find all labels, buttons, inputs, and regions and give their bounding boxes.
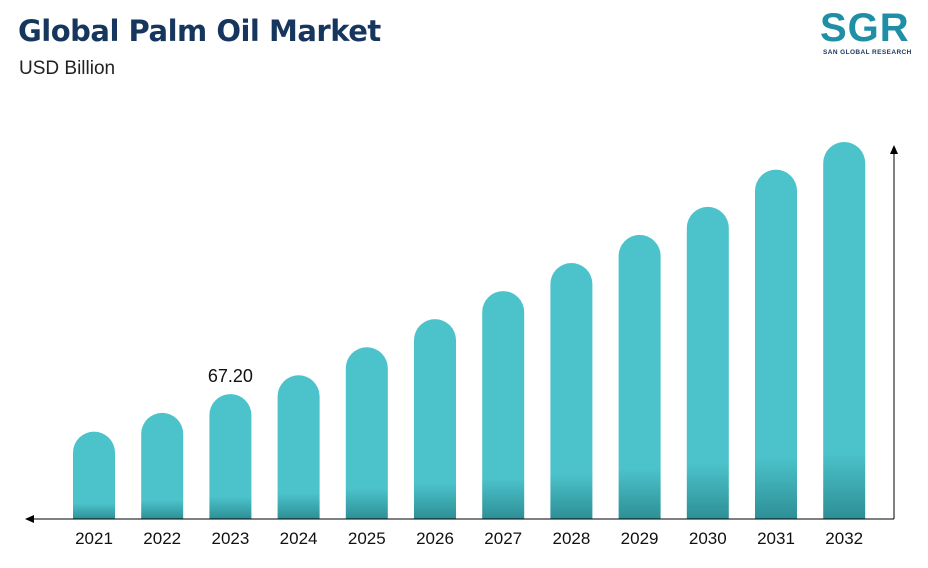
y-axis-arrow: [890, 145, 898, 154]
x-tick-label-2022: 2022: [143, 529, 181, 548]
x-tick-label-2023: 2023: [211, 529, 249, 548]
x-tick-label-2031: 2031: [757, 529, 795, 548]
chart-subtitle: USD Billion: [19, 58, 116, 79]
bar-2021: [73, 431, 115, 519]
x-tick-label-2021: 2021: [75, 529, 113, 548]
chart-title: Global Palm Oil Market: [18, 14, 381, 48]
bar-2025: [345, 347, 388, 519]
bar-2022: [141, 412, 184, 519]
x-tick-label-2028: 2028: [552, 529, 590, 548]
bar-2024: [277, 375, 320, 519]
bars-group: [73, 141, 866, 519]
sgr-logo: SGR SAN GLOBAL RESEARCH: [818, 6, 922, 60]
x-tick-label-2026: 2026: [416, 529, 454, 548]
data-label-2023: 67.20: [208, 366, 253, 386]
bar-2032: [823, 141, 866, 519]
x-tick-label-2030: 2030: [689, 529, 727, 548]
bar-2023: [209, 394, 252, 519]
bar-2031: [755, 169, 797, 519]
x-axis-arrow: [25, 515, 34, 523]
bar-2028: [550, 263, 593, 519]
bar-2029: [618, 234, 661, 519]
x-tick-label-2029: 2029: [621, 529, 659, 548]
bar-2027: [482, 291, 525, 519]
x-tick-label-2032: 2032: [825, 529, 863, 548]
axes-group: [25, 145, 898, 523]
logo-text: SGR: [820, 6, 910, 50]
bar-2030: [686, 206, 729, 519]
x-tick-label-2025: 2025: [348, 529, 386, 548]
logo-tagline: SAN GLOBAL RESEARCH: [823, 49, 912, 56]
labels-group: 2021 2022 2023 2024 2025 2026 2027 2028 2029 2030…: [75, 366, 863, 548]
x-tick-label-2024: 2024: [280, 529, 318, 548]
bar-2026: [414, 319, 456, 519]
x-tick-label-2027: 2027: [484, 529, 522, 548]
